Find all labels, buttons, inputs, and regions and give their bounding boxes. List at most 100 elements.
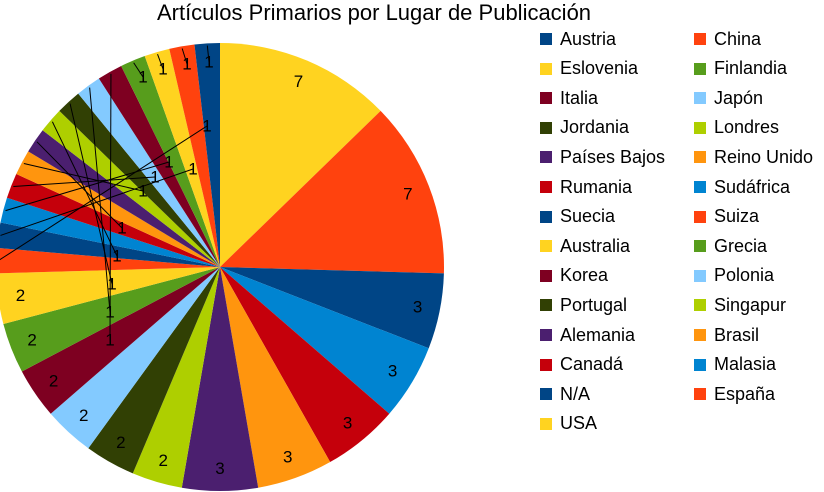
- legend-swatch: [540, 210, 552, 223]
- legend-label: Korea: [560, 265, 609, 286]
- legend-label: USA: [560, 413, 598, 434]
- data-label-austria: 1: [204, 53, 213, 72]
- legend-item-n-a: N/A: [540, 384, 590, 404]
- data-label-italia: 1: [105, 331, 114, 350]
- legend-label: Suecia: [560, 206, 616, 227]
- legend-label: Suiza: [714, 206, 760, 227]
- pie-slice-jordania: [59, 93, 221, 267]
- label-leader-line: [89, 87, 111, 313]
- legend-item-suecia: Suecia: [540, 206, 616, 227]
- legend-label: Australia: [560, 235, 631, 256]
- legend-label: N/A: [560, 383, 591, 404]
- legend-label: Polonia: [714, 265, 775, 286]
- pie-slice-italia: [98, 65, 220, 267]
- legend-swatch: [694, 121, 706, 134]
- legend-item-jordania: Jordania: [540, 117, 629, 138]
- data-label-sudafrica: 1: [164, 153, 173, 172]
- data-label-alemania: 3: [215, 459, 224, 478]
- label-leader-line: [13, 176, 156, 188]
- data-label-portugal: 2: [116, 433, 125, 452]
- legend-swatch: [540, 269, 552, 282]
- pie-slice-reino-unido: [16, 151, 221, 267]
- legend-swatch: [694, 299, 706, 312]
- legend-item-alemania: Alemania: [540, 325, 635, 345]
- legend-swatch: [694, 358, 706, 371]
- label-leader-line: [5, 161, 170, 212]
- legend-swatch: [694, 240, 706, 253]
- legend-swatch: [540, 121, 552, 134]
- legend-item-eslovenia: Eslovenia: [540, 58, 639, 79]
- legend-swatch: [694, 151, 706, 164]
- label-leader-line: [181, 48, 188, 65]
- legend-label: Singapur: [714, 294, 787, 315]
- data-label-malasia: 3: [388, 362, 397, 381]
- legend-swatch: [694, 92, 706, 105]
- pie-slice-alemania: [181, 267, 259, 492]
- data-label-polonia: 2: [79, 406, 88, 425]
- legend-item-reino-unido: Reino Unido: [694, 147, 813, 167]
- chart-title: Artículos Primarios por Lugar de Publica…: [156, 0, 592, 25]
- legend-label: España: [714, 383, 776, 404]
- pie-slice-espana: [220, 110, 445, 274]
- legend-item-japon: Japón: [694, 88, 763, 108]
- label-leader-line: [23, 163, 144, 192]
- legend-item-malasia: Malasia: [694, 354, 777, 375]
- pie-slice-n-a: [220, 267, 444, 349]
- pie-slice-malasia: [220, 267, 429, 414]
- legend-swatch: [540, 299, 552, 312]
- data-label-korea: 2: [49, 371, 58, 390]
- legend-item-portugal: Portugal: [540, 295, 627, 315]
- legend-item-canada: Canadá: [540, 354, 623, 375]
- legend-label: Italia: [560, 87, 599, 108]
- legend-swatch: [540, 358, 552, 371]
- pie-slice-grecia: [3, 267, 221, 372]
- data-label-rumania: 1: [150, 168, 159, 187]
- legend-item-londres: Londres: [694, 117, 780, 138]
- legend-item-paises-bajos: Países Bajos: [540, 147, 665, 167]
- legend-item-austria: Austria: [540, 29, 616, 49]
- legend-swatch: [540, 151, 552, 164]
- pie-slice-brasil: [220, 267, 331, 488]
- pie-slice-rumania: [6, 173, 221, 267]
- data-label-brasil: 3: [283, 447, 292, 466]
- legend-item-brasil: Brasil: [694, 325, 759, 345]
- label-leader-line: [51, 121, 118, 257]
- legend-item-finlandia: Finlandia: [694, 58, 787, 79]
- data-label-suiza: 1: [202, 117, 211, 136]
- label-leader-line: [133, 62, 144, 78]
- label-leader-line: [157, 54, 164, 70]
- legend-label: Sudáfrica: [714, 176, 791, 197]
- legend-item-grecia: Grecia: [694, 236, 767, 256]
- legend-swatch: [540, 240, 552, 253]
- legend-swatch: [694, 181, 706, 193]
- pie-slice-eslovenia: [144, 48, 220, 267]
- legend-swatch: [694, 269, 706, 282]
- legend-item-china: China: [694, 29, 761, 49]
- legend-label: Londres: [714, 117, 780, 138]
- data-label-grecia: 2: [27, 331, 36, 350]
- data-label-londres: 1: [112, 247, 121, 266]
- data-label-australia: 2: [16, 286, 25, 305]
- pie-slice-londres: [42, 110, 221, 267]
- data-label-paises-bajos: 1: [117, 219, 126, 238]
- pie-slice-paises-bajos: [28, 130, 221, 267]
- legend-label: Malasia: [714, 354, 777, 375]
- label-leader-line: [206, 45, 210, 63]
- legend-item-australia: Australia: [540, 236, 630, 256]
- data-label-suecia: 1: [188, 160, 197, 179]
- label-leader-line: [109, 73, 112, 341]
- legend-swatch: [540, 388, 552, 401]
- legend-label: Portugal: [560, 294, 628, 315]
- legend-label: Eslovenia: [560, 58, 639, 79]
- legend-swatch: [540, 92, 552, 105]
- legend-swatch: [540, 417, 552, 430]
- data-label-singapur: 2: [158, 451, 167, 470]
- data-label-reino-unido: 1: [138, 182, 147, 201]
- legend-label: Rumania: [560, 176, 633, 197]
- legend-label: Japón: [714, 87, 764, 108]
- pie-slice-korea: [21, 267, 220, 414]
- legend-swatch: [694, 210, 706, 223]
- legend-item-espana: España: [694, 384, 775, 404]
- label-leader-line: [0, 125, 208, 261]
- legend-label: Grecia: [714, 235, 768, 256]
